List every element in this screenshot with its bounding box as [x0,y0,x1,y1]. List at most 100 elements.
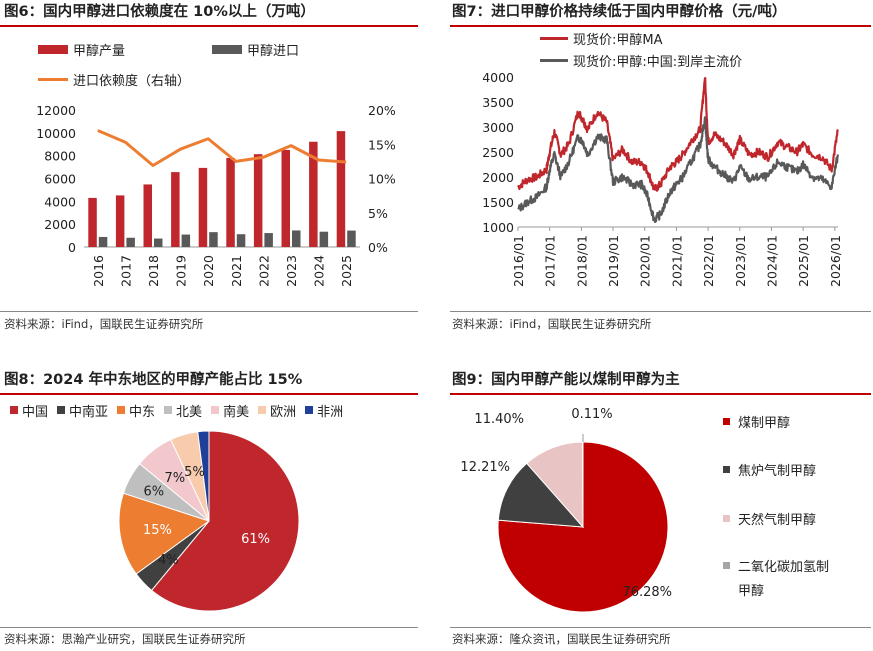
fig9-slice [497,462,585,528]
fig6-source: 资料来源：iFind，国联民生证券研究所 [4,317,204,331]
fig8-legend-item: 非洲 [305,401,343,420]
fig7-xtick: 2020/01 [638,235,653,287]
fig6-ytick-right: 0% [368,240,388,255]
fig7-legend-ma-label: 现货价:甲醇MA [573,33,663,48]
fig6-xtick: 2016 [91,255,106,287]
fig8-legend-swatch [117,406,126,414]
fig7-ytick: 3000 [482,120,514,135]
fig7-xtick: 2023/01 [733,235,748,287]
fig9-legend-gas-swatch [723,515,730,522]
fig6-bar-production [253,154,263,247]
fig9-slice [497,441,669,613]
fig6-bar-production [309,141,318,247]
fig7-title-rule [450,25,871,27]
fig8-legend-swatch [305,406,314,414]
fig7-panel: 图7：进口甲醇价格持续低于国内甲醇价格（元/吨） 现货价:甲醇MA 现货价:甲醇… [450,0,873,340]
fig7-xtick: 2022/01 [701,235,716,287]
fig7-ytick: 4000 [482,70,514,85]
fig7-ytick: 3500 [482,95,514,110]
fig6-xtick: 2017 [118,255,133,287]
fig8-legend-swatch [211,406,220,414]
fig6-legend-production-label: 甲醇产量 [73,44,126,59]
fig6-ytick-right: 20% [368,103,396,118]
fig9-legend-co2-label2: 甲醇 [738,584,765,599]
fig7-legend-port-label: 现货价:甲醇:中国:到岸主流价 [573,55,743,70]
fig6-bar-production [88,197,97,247]
fig6-bar-production [226,157,235,247]
fig6-ytick-left: 8000 [44,149,76,164]
fig8-slice [150,430,300,612]
fig6-ytick-right: 10% [368,172,396,187]
fig6-bar-imports [347,230,356,247]
fig8-slice [197,430,210,522]
fig6-ytick-right: 15% [368,137,396,152]
fig6-xtick: 2021 [229,255,244,287]
fig6-bar-imports [264,233,273,247]
fig8-legend-item: 南美 [211,401,249,420]
fig8-slice [118,492,211,575]
fig9-title-rule [450,393,871,395]
fig7-ytick: 2500 [482,145,514,160]
fig8-legend-swatch [164,406,173,414]
fig9-legend-co2-line2: 甲醇 [738,580,764,599]
fig8-legend-label: 欧洲 [270,404,297,420]
fig6-ytick-left: 6000 [44,172,76,187]
fig7-xtick: 2017/01 [543,235,558,287]
fig6-legend-imports-label: 甲醇进口 [247,44,300,59]
fig8-legend-label: 中东 [129,404,156,420]
fig6-ytick-right: 5% [368,206,388,221]
fig9-source: 资料来源：隆众资讯，国联民生证券研究所 [452,632,671,646]
fig6-xtick: 2023 [284,255,299,287]
fig8-legend-item: 中南亚 [57,401,108,420]
fig6-bar-imports [98,236,108,247]
fig8-legend-item: 中国 [10,401,48,420]
fig7-ytick: 1500 [482,195,514,210]
fig9-slice-label: 76.28% [622,585,672,600]
fig6-legend-production: 甲醇产量 [38,40,125,59]
fig6-source-rule [0,311,418,312]
fig7-legend-port-swatch [540,59,568,62]
fig7-xtick: 2016/01 [511,235,526,287]
fig6-legend-imports: 甲醇进口 [212,40,299,59]
fig6-bar-imports [292,230,301,247]
fig6-legend-dependency: 进口依赖度（右轴） [38,70,190,89]
fig7-line-port [517,116,840,224]
fig6-bar-production [281,149,290,247]
fig6-ytick-left: 10000 [36,126,76,141]
fig8-source: 资料来源：思瀚产业研究，国联民生证券研究所 [4,632,246,646]
fig6-bar-production [336,131,346,247]
fig8-slice-label: 7% [164,471,185,486]
fig6-bar-production [143,184,152,247]
fig6-bar-production [115,195,125,247]
fig6-bar-imports [319,231,329,247]
fig7-legend-port: 现货价:甲醇:中国:到岸主流价 [540,51,742,70]
fig8-slice-label: 6% [143,485,164,500]
fig6-bar-imports [154,238,163,247]
fig6-ytick-left: 2000 [44,217,76,232]
fig8-slice-label: 5% [184,465,205,480]
fig6-ytick-left: 12000 [36,103,76,118]
fig9-legend-gas: 天然气制甲醇 [723,509,816,528]
fig6-legend-production-swatch [38,45,68,54]
fig9-legend-coke-label: 焦炉气制甲醇 [738,464,817,479]
fig8-legend-swatch [57,406,66,414]
fig6-legend-dependency-swatch [38,78,68,81]
fig6-xtick: 2019 [174,255,189,287]
fig9-slice-label: 12.21% [460,460,510,475]
fig7-source-rule [450,311,871,312]
fig9-legend-gas-label: 天然气制甲醇 [738,513,817,528]
fig6-bar-imports [126,237,135,247]
fig7-title: 图7：进口甲醇价格持续低于国内甲醇价格（元/吨） [452,4,787,20]
fig9-legend-coal-swatch [723,418,730,425]
fig6-chart: 0 2000 4000 6000 8000 10000 12000 0% 5% 10% 15% 20%… [36,103,396,287]
fig9-slice-label: 0.11% [571,407,612,422]
fig9-chart: 76.28% 12.21% 11.40% 0.11% [460,407,672,613]
fig9-legend-co2: 二氧化碳加氢制 [723,556,829,575]
fig8-legend-label: 中南亚 [69,404,109,420]
fig9-legend-co2-swatch [723,562,730,569]
fig6-xtick: 2020 [201,255,216,287]
fig6-bar-imports [209,232,218,247]
fig8-panel: 图8：2024 年中东地区的甲醇产能占比 15% 中国 中南亚 中东 北美 南美 欧洲 非洲… [0,368,420,651]
fig7-chart: 1000 1500 2000 2500 3000 3500 4000 2016/01 2017/… [482,70,843,287]
fig9-title: 图9：国内甲醇产能以煤制甲醇为主 [452,372,680,388]
